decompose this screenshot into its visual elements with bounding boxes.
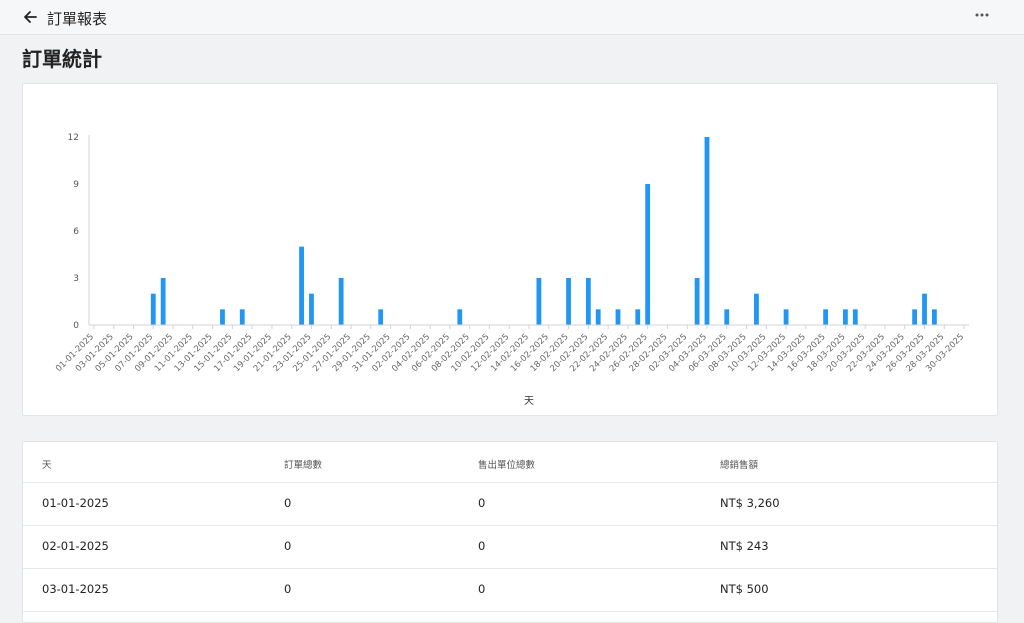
y-tick-label: 12 [68,133,79,143]
chart-bar [150,293,156,325]
cell-total-sales: NT$ 500 [720,582,769,596]
x-axis-title: 天 [524,396,534,407]
chart-bar [338,278,344,325]
chart-bar [220,309,225,325]
table-row: 03-01-2025 0 0 NT$ 500 [23,568,997,612]
report-table: 天 訂單總數 售出單位總數 總銷售額 01-01-2025 0 0 NT$ 3,… [22,441,998,623]
chart-bar [694,278,700,325]
cell-day: 02-01-2025 [42,539,109,553]
cell-units-sold: 0 [478,496,486,510]
y-tick-label: 9 [73,180,79,190]
chart-bar [823,309,829,325]
orders-chart-card: 0 3 6 9 12 01-01-2025 03-01-2025 05-01-2025 07-0… [22,83,998,416]
chart-bar [754,293,759,325]
y-tick-label: 6 [73,227,79,237]
orders-bar-chart: 03691201-01-202503-01-202505-01-202507-0… [54,133,969,407]
chart-bar [615,309,621,325]
cell-units-sold: 0 [478,582,486,596]
chart-bar [595,309,601,325]
chart-bar [566,278,571,325]
header-title: 訂單報表 [47,10,108,28]
cell-total-orders: 0 [284,582,292,596]
table-header: 天 訂單總數 售出單位總數 總銷售額 [23,442,997,483]
y-tick-label: 0 [73,321,79,331]
cell-total-sales: NT$ 243 [720,539,769,553]
chart-bar [457,309,463,325]
chart-bar [931,309,937,325]
chart-bar [309,293,314,325]
chart-bar [378,309,384,325]
table-row: 02-01-2025 0 0 NT$ 243 [23,525,997,569]
cell-day: 03-01-2025 [42,582,109,596]
chart-bar [536,278,542,325]
top-bar: 訂單報表 [0,0,1024,35]
column-header-total-orders[interactable]: 訂單總數 [284,460,323,471]
chart-bar [704,137,710,325]
table-row: 01-01-2025 0 0 NT$ 3,260 [23,482,997,526]
back-arrow-icon[interactable] [22,9,38,25]
chart-bar [299,246,304,325]
chart-bar [724,309,730,325]
more-options-icon[interactable] [974,9,990,21]
chart-bar [852,309,858,325]
chart-bar [635,309,641,325]
column-header-total-sales[interactable]: 總銷售額 [720,460,759,471]
chart-bar [783,309,789,325]
cell-day: 01-01-2025 [42,496,109,510]
chart-bar [843,309,848,325]
page-title: 訂單統計 [22,47,102,71]
chart-bar [160,278,166,325]
cell-total-sales: NT$ 3,260 [720,496,780,510]
y-tick-label: 3 [73,274,79,284]
chart-bar [922,293,927,325]
chart-bar [239,309,245,325]
chart-bar [645,184,651,325]
cell-units-sold: 0 [478,539,486,553]
chart-bar [912,309,918,325]
cell-total-orders: 0 [284,496,292,510]
column-header-units-sold[interactable]: 售出單位總數 [478,460,536,471]
column-header-day[interactable]: 天 [42,460,52,471]
chart-bar [585,278,591,325]
cell-total-orders: 0 [284,539,292,553]
